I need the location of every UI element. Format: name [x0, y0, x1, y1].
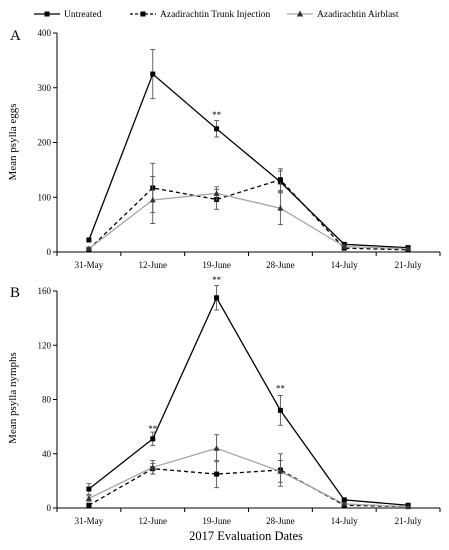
- legend-item-airblast: Azadirachtin Airblast: [287, 10, 399, 20]
- panel-a-significance-label: **: [212, 110, 222, 120]
- panel-a-series-trunk-line: [88, 178, 409, 251]
- panel-b-series-airblast-point: [277, 468, 284, 474]
- panel-a-letter: A: [10, 28, 21, 44]
- panel-a-y-tick-label: 100: [38, 192, 52, 202]
- panel-a-series-airblast-point: [149, 196, 156, 203]
- panel-a-y-tick-label: 400: [38, 28, 52, 38]
- panel-a-x-tick-label: 12-June: [139, 260, 168, 270]
- panel-a-series-airblast-point: [341, 243, 348, 249]
- legend: Untreated Azadirachtin Trunk Injection A…: [34, 10, 399, 20]
- panel-a-x-tick-label: 19-June: [202, 260, 231, 270]
- panel-b-significance-label: **: [212, 275, 222, 285]
- legend-item-trunk: Azadirachtin Trunk Injection: [130, 10, 271, 20]
- panel-b-series-airblast-point: [213, 445, 220, 451]
- panel-a-y-tick-label: 300: [38, 83, 52, 93]
- panel-b-x-tick-label: 19-June: [202, 516, 231, 526]
- panel-a-series-untreated-point: [214, 126, 220, 132]
- legend-label-airblast: Azadirachtin Airblast: [317, 10, 399, 20]
- panel-a-x-tick-label: 14-July: [331, 260, 359, 270]
- panel-a-series-airblast-line: [88, 192, 409, 250]
- legend-label-untreated: Untreated: [64, 10, 102, 20]
- panel-b-x-tick-label: 14-July: [331, 516, 359, 526]
- panel-b-x-tick-label: 31-May: [75, 516, 104, 526]
- panel-a-x-tick-label: 21-July: [395, 260, 423, 270]
- panel-a-series-trunk: [86, 162, 411, 253]
- panel-b-significance-label: **: [148, 424, 158, 434]
- panel-b-nymphs: 0 40 80 120 160 31-May 12-June 19-June 28-June 14…: [7, 275, 441, 526]
- panel-a-series-trunk-point: [277, 177, 283, 183]
- panel-b-series-trunk-line: [88, 468, 409, 508]
- panel-a-series-untreated: [86, 48, 411, 251]
- panel-b-series-airblast-point: [85, 495, 92, 501]
- panel-a-x-tick-label: 31-May: [75, 260, 104, 270]
- panel-b-series-trunk-point: [86, 502, 92, 508]
- panel-a-series-untreated-point: [86, 237, 92, 243]
- panel-b-series-untreated-point: [341, 497, 347, 503]
- panel-a-series-airblast-point: [213, 190, 220, 196]
- panel-a-eggs: 0 100 200 300 400 31-May 12-June 19-June 28-June…: [7, 28, 441, 270]
- legend-label-trunk: Azadirachtin Trunk Injection: [160, 10, 271, 20]
- panel-b-x-tick-label: 12-June: [139, 516, 168, 526]
- panel-b-y-axis-title: Mean psylla nymphs: [7, 352, 19, 444]
- panel-a-series-airblast-point: [85, 245, 92, 252]
- panel-a-series-airblast-point: [277, 205, 284, 211]
- panel-b-y-tick-label: 0: [47, 503, 52, 513]
- panel-b-series-airblast-point: [341, 500, 348, 507]
- legend-item-untreated: Untreated: [34, 10, 102, 20]
- x-axis-title: 2017 Evaluation Dates: [189, 529, 303, 543]
- panel-b-series-untreated-point: [150, 436, 156, 442]
- panel-b-series-untreated-line: [88, 296, 409, 506]
- panel-a-series-airblast-point: [405, 245, 412, 252]
- panel-b-x-tick-label: 28-June: [266, 516, 295, 526]
- panel-b-series-untreated: [86, 285, 411, 508]
- panel-b-series-airblast-line: [88, 447, 409, 508]
- panel-b-series-untreated-point: [86, 486, 92, 492]
- panel-a-x-tick-label: 28-June: [266, 260, 295, 270]
- panel-b-series-trunk-point: [214, 471, 220, 477]
- panel-a-series-untreated-point: [150, 71, 156, 77]
- panel-b-series-airblast-point: [405, 503, 412, 510]
- panel-a-y-axis-title: Mean psylla eggs: [7, 104, 19, 181]
- panel-b-series-untreated-point: [214, 295, 220, 301]
- panel-b-y-tick-label: 40: [42, 449, 52, 459]
- panel-a-series-airblast: [85, 175, 412, 252]
- panel-b-x-tick-label: 21-July: [395, 516, 423, 526]
- panel-a-y-tick-label: 0: [47, 247, 52, 257]
- panel-a-y-tick-label: 200: [38, 138, 52, 148]
- panel-b-y-tick-label: 80: [42, 395, 52, 405]
- panel-b-series-untreated-point: [277, 407, 283, 413]
- panel-a-series-untreated-line: [88, 72, 409, 249]
- panel-b-y-tick-label: 120: [38, 340, 52, 350]
- panel-b-series-airblast: [85, 434, 412, 510]
- panel-b-significance-label: **: [276, 383, 286, 393]
- panel-b-series-airblast-point: [149, 464, 156, 470]
- panel-b-letter: B: [10, 285, 20, 301]
- panel-b-y-tick-label: 160: [38, 286, 52, 296]
